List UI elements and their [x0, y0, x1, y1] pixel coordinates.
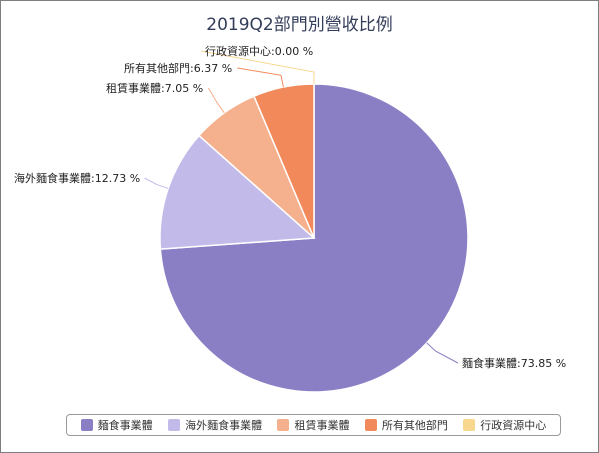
- data-label-slice-2: 海外麵食事業體:12.73 %: [14, 171, 140, 185]
- legend-item-4[interactable]: 所有其他部門: [364, 417, 448, 433]
- data-label-slice-4: 所有其他部門:6.37 %: [124, 61, 232, 75]
- data-label-slice-1: 麵食事業體:73.85 %: [462, 356, 566, 370]
- data-label-slice-5: 行政資源中心:0.00 %: [205, 44, 313, 58]
- connector-slice-4: [237, 67, 284, 88]
- data-label-slice-3: 租賃事業體:7.05 %: [106, 81, 203, 95]
- legend-item-1[interactable]: 麵食事業體: [80, 417, 153, 433]
- pie-slice-4[interactable]: [253, 83, 315, 239]
- connector-slice-1: [426, 342, 459, 364]
- legend-label-3: 租賃事業體: [294, 419, 350, 432]
- pie-slice-2[interactable]: [159, 134, 316, 250]
- legend-label-2: 海外麵食事業體: [185, 419, 263, 432]
- legend-label-1: 麵食事業體: [97, 419, 153, 432]
- connector-slice-3: [207, 87, 225, 114]
- legend-item-3[interactable]: 租賃事業體: [277, 417, 349, 433]
- legend-swatch-2: [168, 419, 181, 431]
- legend-label-5: 行政資源中心: [480, 419, 547, 432]
- legend-swatch-5: [463, 419, 476, 431]
- legend-swatch-1: [80, 419, 93, 431]
- legend-swatch-3: [277, 419, 290, 431]
- connector-slice-2: [144, 177, 169, 189]
- connector-slice-5: [200, 50, 315, 84]
- legend-label-4: 所有其他部門: [381, 419, 448, 432]
- legend-item-5[interactable]: 行政資源中心: [463, 417, 546, 433]
- chart-legend: 麵食事業體 海外麵食事業體 租賃事業體 所有其他部門 行政資源中心: [66, 414, 561, 436]
- legend-item-2[interactable]: 海外麵食事業體: [168, 417, 262, 433]
- legend-swatch-4: [364, 419, 377, 431]
- chart-title: 2019Q2部門別營收比例: [206, 15, 393, 35]
